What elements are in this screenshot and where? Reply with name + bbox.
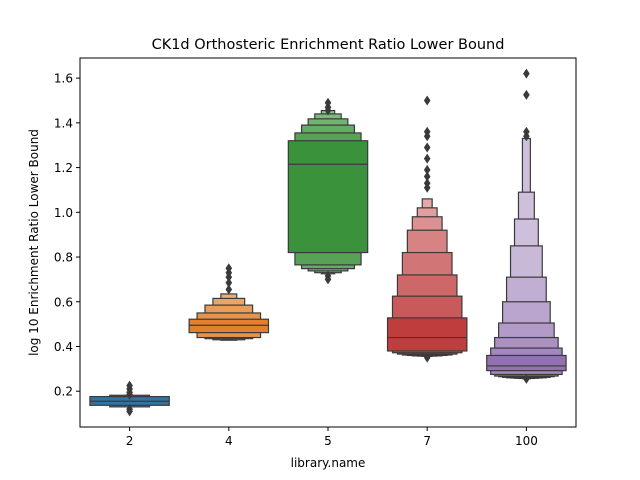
x-tick-label-100: 100 [515, 434, 538, 448]
y-tick-label-6: 1.4 [54, 116, 73, 130]
boxen-group-7 [386, 95, 468, 363]
outlier-point-7-3 [423, 171, 431, 182]
outlier-point-5-1 [324, 271, 332, 282]
x-tick-label-2: 2 [126, 434, 134, 448]
outlier-point-7-0 [423, 352, 431, 363]
boxen-level-100-0 [486, 354, 567, 372]
outlier-point-7-2 [423, 178, 431, 189]
y-tick-label-5: 1.2 [54, 161, 73, 175]
outlier-point-100-0 [523, 373, 530, 384]
y-tick-label-1: 0.4 [54, 340, 73, 354]
outlier-point-100-3 [523, 89, 530, 100]
y-tick-label-7: 1.6 [54, 72, 73, 86]
boxen-group-4 [188, 263, 270, 341]
outlier-point-7-8 [423, 126, 431, 137]
boxen-group-2 [89, 380, 170, 417]
y-tick-label-3: 0.8 [54, 251, 73, 265]
boxen-group-100 [486, 68, 567, 384]
outlier-point-2-5 [126, 380, 133, 391]
outlier-point-5-4 [324, 97, 332, 108]
boxen-level-5-0 [287, 140, 369, 254]
y-tick-label-0: 0.2 [54, 385, 73, 399]
outlier-point-7-5 [423, 153, 431, 164]
x-tick-label-5: 5 [324, 434, 332, 448]
y-axis-label: log 10 Enrichment Ratio Lower Bound [27, 129, 41, 356]
x-tick-label-7: 7 [423, 434, 431, 448]
outlier-point-7-4 [423, 164, 431, 175]
boxen-level-7-0 [386, 317, 468, 352]
outlier-point-100-2 [523, 126, 530, 137]
boxen-group-5 [287, 97, 369, 285]
outlier-point-7-9 [423, 95, 431, 106]
x-axis-label: library.name [291, 456, 366, 470]
boxen-level-4-0 [188, 318, 270, 334]
chart-title: CK1d Orthosteric Enrichment Ratio Lower … [152, 37, 505, 53]
outlier-point-7-6 [423, 142, 431, 153]
y-tick-label-4: 1.0 [54, 206, 73, 220]
outlier-point-4-4 [225, 263, 233, 274]
y-tick-label-2: 0.6 [54, 295, 73, 309]
x-tick-label-4: 4 [225, 434, 233, 448]
axes: 2 4 5 7 100 0.2 0.4 0.6 0.8 1.0 1.2 1.4 1.6 [54, 72, 538, 448]
outlier-point-2-1 [126, 404, 133, 415]
outlier-point-100-4 [523, 68, 530, 79]
outlier-point-4-0 [225, 284, 233, 295]
outlier-point-4-1 [225, 277, 233, 288]
plot-area [89, 68, 567, 417]
